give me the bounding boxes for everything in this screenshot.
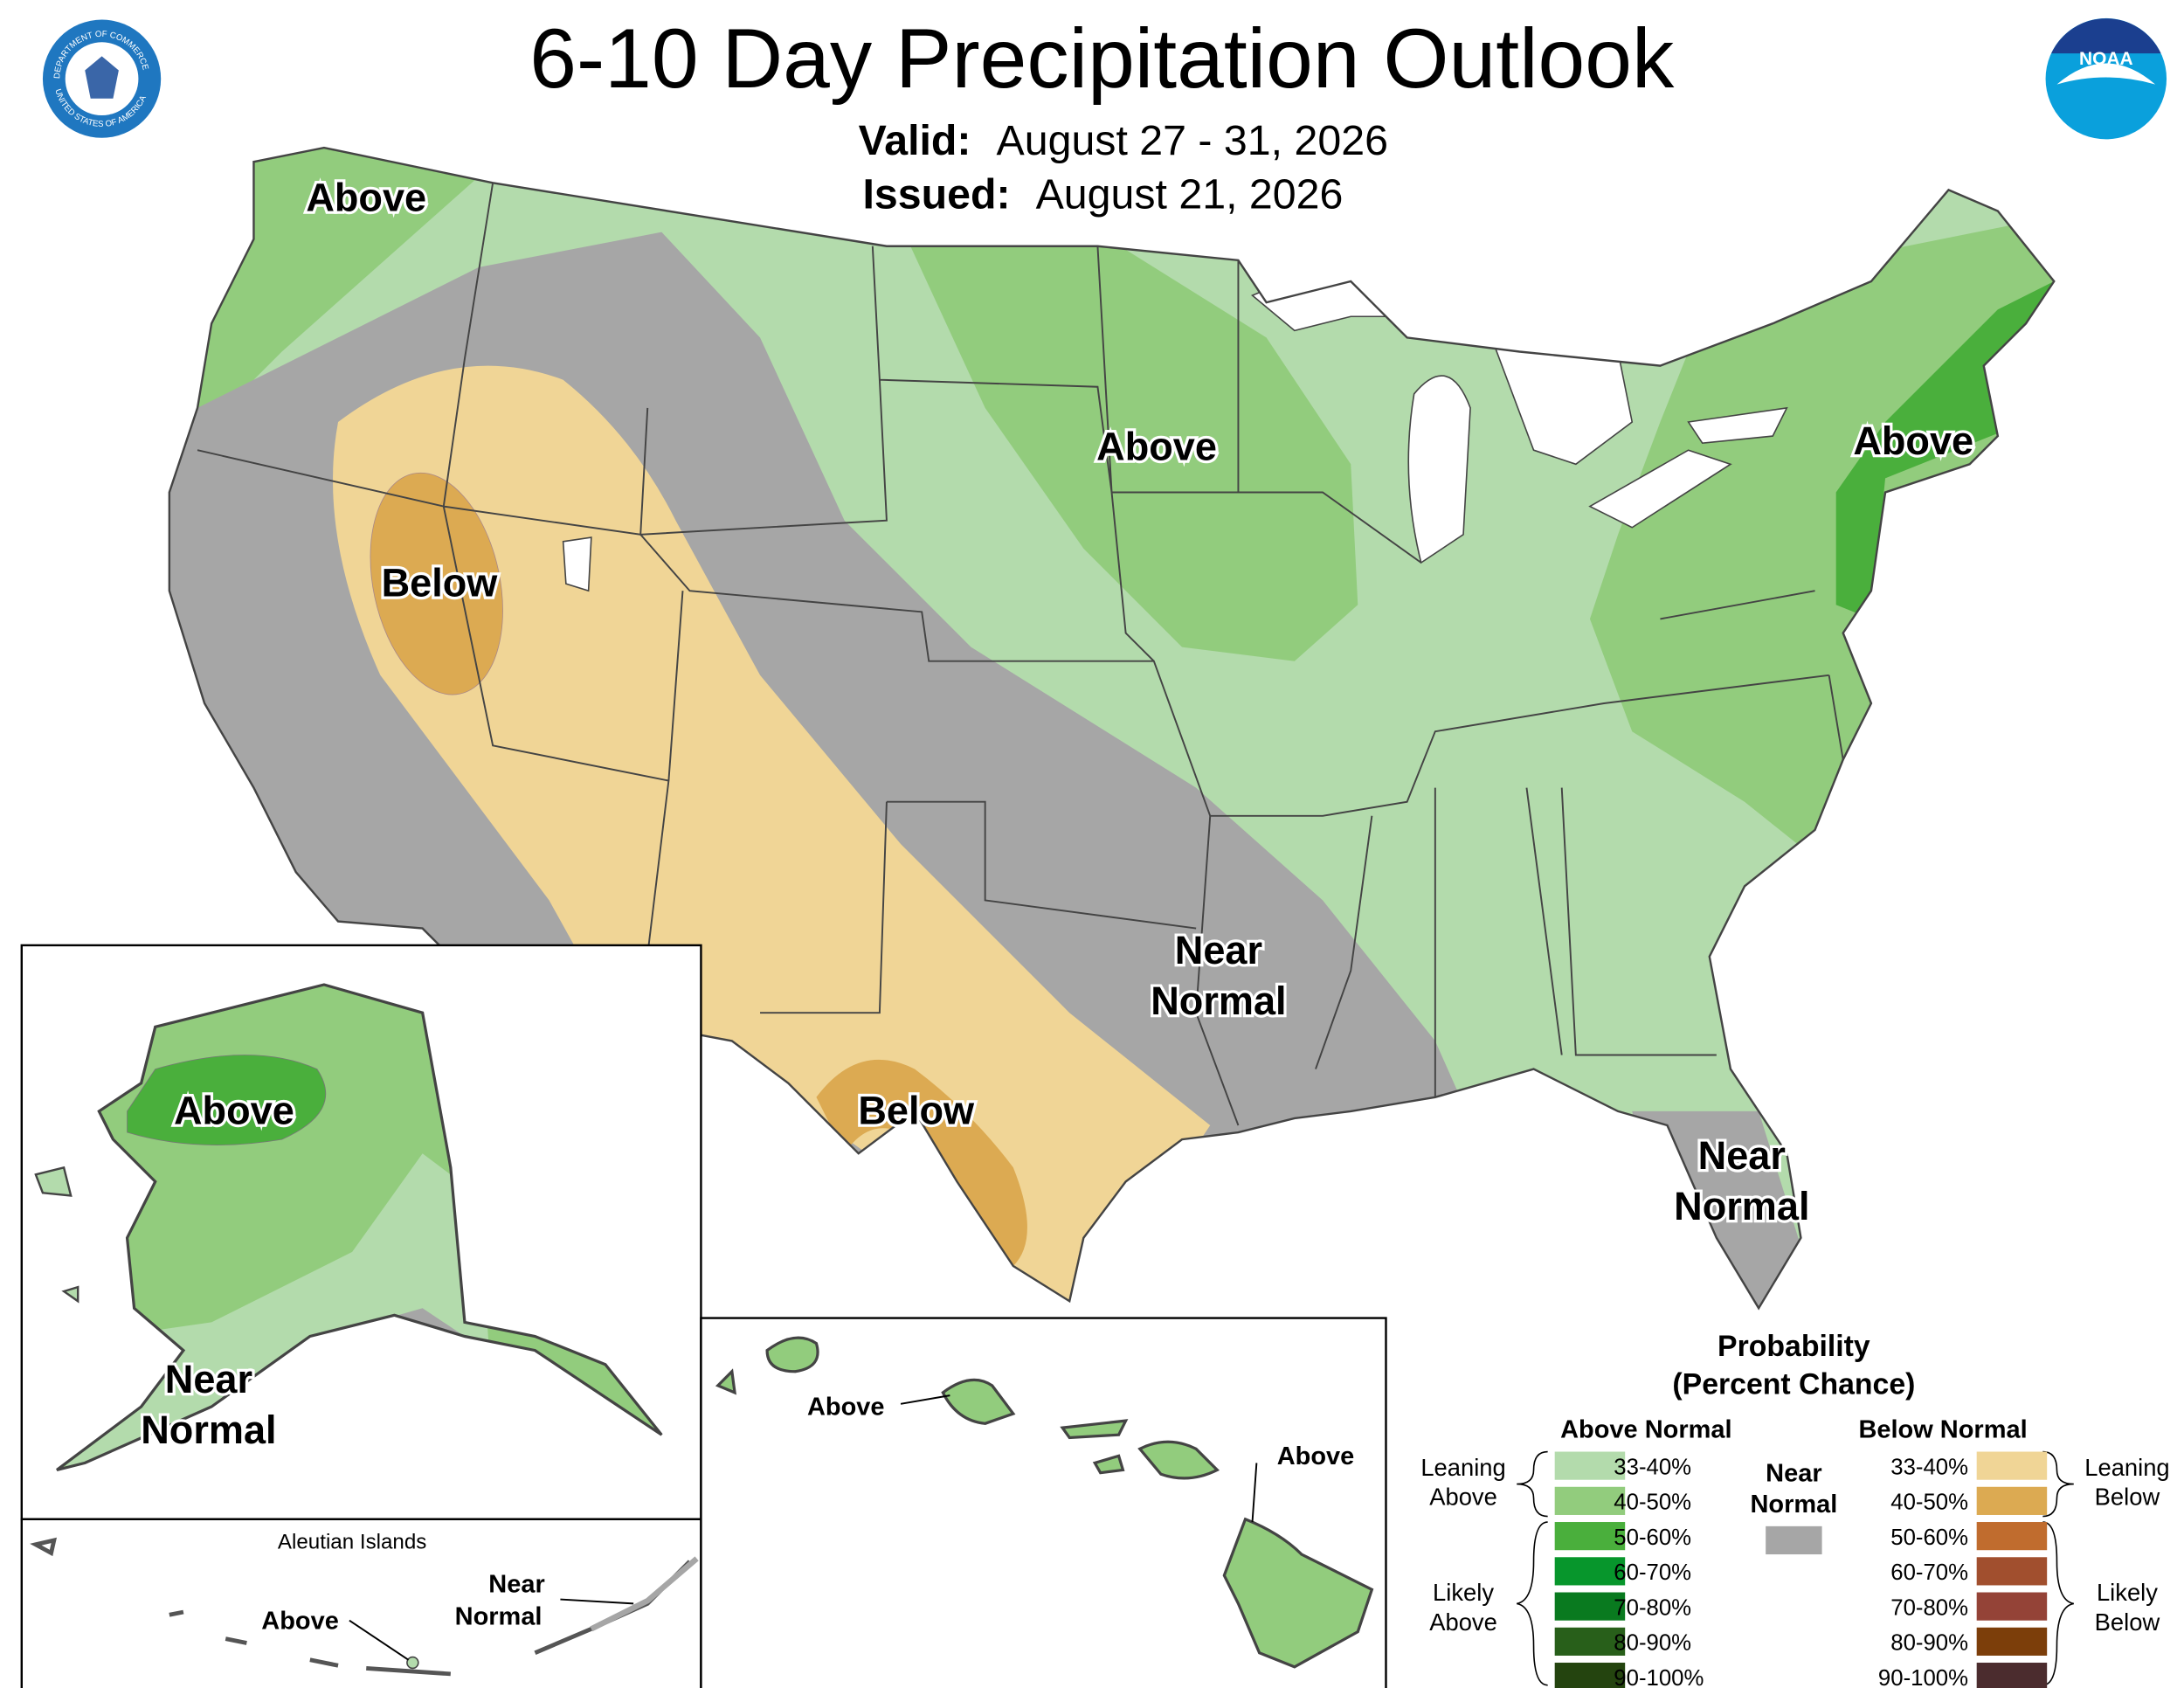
legend-header: Below Normal — [1858, 1415, 2027, 1443]
legend: Probability (Percent Chance) Above Norma… — [1420, 1330, 2170, 1688]
legend-label: 80-90% — [1890, 1631, 1968, 1656]
title: 6-10 Day Precipitation Outlook — [529, 12, 1675, 106]
region-label: Above — [1277, 1442, 1355, 1470]
region-label: Normal — [1151, 979, 1286, 1023]
inset-title: Aleutian Islands — [278, 1531, 426, 1554]
region-label: Above — [807, 1394, 885, 1422]
legend-title: (Percent Chance) — [1672, 1368, 1915, 1401]
bracket-label: Below — [2095, 1484, 2160, 1511]
legend-near: Normal — [1750, 1491, 1837, 1519]
legend-swatch — [1554, 1557, 1626, 1586]
legend-title: Probability — [1717, 1330, 1870, 1363]
issued-date: August 21, 2026 — [1036, 170, 1344, 218]
legend-swatch — [1976, 1557, 2048, 1586]
commerce-seal: DEPARTMENT OF COMMERCE UNITED STATES OF … — [42, 19, 162, 138]
legend-swatch — [1554, 1592, 1626, 1621]
alaska-inset: Above Near Normal — [20, 944, 702, 1521]
near-normal-swatch — [1766, 1525, 1822, 1555]
region-label: Normal — [455, 1603, 543, 1631]
above-40-area — [901, 225, 1358, 661]
leaning-below-area — [333, 365, 1211, 1309]
legend-label: 50-60% — [1614, 1525, 1691, 1550]
bracket-label: Below — [2095, 1608, 2160, 1636]
legend-label: 70-80% — [1614, 1595, 1691, 1620]
bracket-label: Likely — [2097, 1579, 2158, 1606]
legend-swatch — [1554, 1663, 1626, 1688]
region-label: Near — [488, 1571, 544, 1599]
region-label: Above — [1853, 419, 1973, 463]
aleutian-inset: Aleutian Islands Above Near Normal — [20, 1518, 702, 1688]
conus-map: Above Above Above Below Below Near Norma… — [168, 146, 2056, 1310]
bracket-label: Above — [1429, 1608, 1497, 1636]
legend-swatch — [1976, 1592, 2048, 1621]
bracket-label: Leaning — [1420, 1454, 1505, 1481]
region-label: Below — [382, 561, 499, 605]
legend-label: 33-40% — [1614, 1455, 1691, 1479]
region-label: Above — [306, 176, 426, 220]
bracket-label: Likely — [1433, 1579, 1494, 1606]
valid-label: Valid: — [859, 117, 971, 164]
region-label: Above — [1096, 424, 1217, 468]
below-40-area — [370, 472, 503, 695]
legend-label: 60-70% — [1614, 1560, 1691, 1585]
legend-label: 90-100% — [1614, 1666, 1704, 1688]
region-label: Above — [261, 1607, 339, 1635]
region-label: Below — [858, 1088, 975, 1132]
legend-swatch — [1554, 1486, 1626, 1515]
legend-label: 90-100% — [1878, 1666, 1968, 1688]
legend-label: 50-60% — [1890, 1525, 1968, 1550]
legend-swatch — [1976, 1451, 2048, 1480]
legend-label: 40-50% — [1614, 1491, 1691, 1515]
region-label: Near — [1175, 928, 1262, 972]
legend-label: 70-80% — [1890, 1595, 1968, 1620]
hawaii-inset: Above Above — [700, 1317, 1387, 1688]
legend-label: 60-70% — [1890, 1560, 1968, 1585]
bracket-label: Leaning — [2084, 1454, 2169, 1481]
legend-swatch — [1554, 1522, 1626, 1551]
legend-swatch — [1976, 1627, 2048, 1656]
legend-label: 33-40% — [1890, 1455, 1968, 1479]
bracket-label: Above — [1429, 1484, 1497, 1511]
legend-swatch — [1554, 1627, 1626, 1656]
legend-label: 80-90% — [1614, 1631, 1691, 1656]
region-label: Normal — [1674, 1184, 1809, 1228]
legend-swatch — [1976, 1486, 2048, 1515]
region-label: Near — [165, 1357, 252, 1401]
region-label: Near — [1698, 1133, 1786, 1178]
legend-header: Above Normal — [1560, 1415, 1731, 1443]
noaa-text: NOAA — [2079, 49, 2133, 69]
legend-label: 40-50% — [1890, 1491, 1968, 1515]
legend-near: Near — [1766, 1459, 1821, 1487]
legend-swatch — [1976, 1522, 2048, 1551]
valid-dates: August 27 - 31, 2026 — [997, 117, 1388, 164]
region-label: Above — [174, 1088, 294, 1132]
legend-swatch — [1976, 1663, 2048, 1688]
region-label: Normal — [141, 1408, 276, 1452]
legend-swatch — [1554, 1451, 1626, 1480]
issued-label: Issued: — [863, 170, 1011, 218]
noaa-logo: NOAA — [2045, 17, 2167, 140]
